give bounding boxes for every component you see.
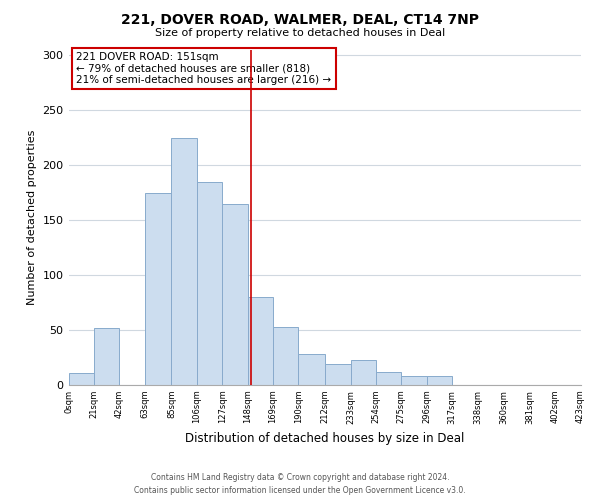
Bar [427,376,452,385]
Bar [197,182,222,385]
Bar [248,297,273,385]
Text: 221, DOVER ROAD, WALMER, DEAL, CT14 7NP: 221, DOVER ROAD, WALMER, DEAL, CT14 7NP [121,12,479,26]
Bar [68,372,94,385]
Text: Contains HM Land Registry data © Crown copyright and database right 2024.
Contai: Contains HM Land Registry data © Crown c… [134,474,466,495]
X-axis label: Distribution of detached houses by size in Deal: Distribution of detached houses by size … [185,432,464,445]
Bar [273,326,298,385]
Bar [298,354,325,385]
Bar [350,360,376,385]
Bar [325,364,350,385]
Bar [145,192,172,385]
Bar [376,372,401,385]
Bar [222,204,248,385]
Bar [401,376,427,385]
Text: 221 DOVER ROAD: 151sqm
← 79% of detached houses are smaller (818)
21% of semi-de: 221 DOVER ROAD: 151sqm ← 79% of detached… [76,52,331,85]
Bar [172,138,197,385]
Bar [94,328,119,385]
Y-axis label: Number of detached properties: Number of detached properties [27,130,37,305]
Text: Size of property relative to detached houses in Deal: Size of property relative to detached ho… [155,28,445,38]
